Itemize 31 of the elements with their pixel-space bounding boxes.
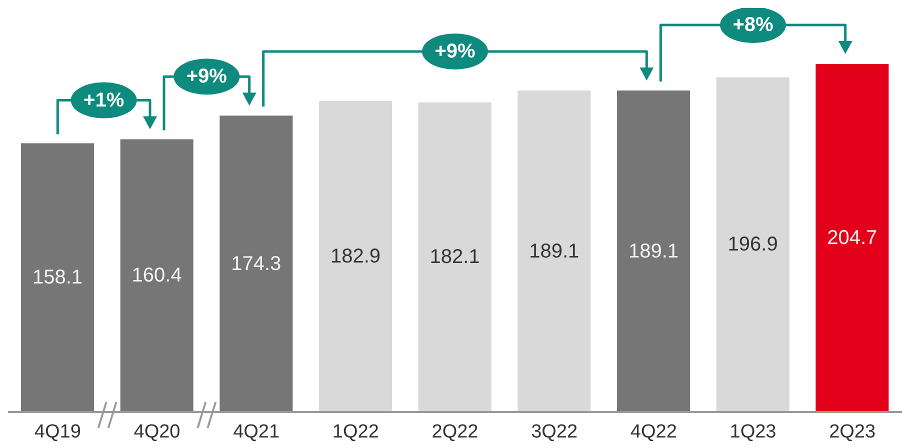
annotation: +1%	[84, 89, 124, 112]
bar	[220, 116, 293, 412]
x-tick-label: 2Q23	[829, 421, 876, 442]
x-tick-label: 1Q23	[730, 421, 776, 442]
data-label: 189.1	[529, 240, 580, 262]
data-label: 182.9	[330, 246, 381, 268]
bar	[617, 90, 690, 412]
x-tick-label: 4Q20	[134, 421, 180, 442]
x-tick-label: 4Q21	[233, 421, 280, 442]
data-label: 160.4	[132, 264, 182, 287]
bar	[418, 102, 492, 412]
x-tick-label: 3Q22	[531, 421, 578, 442]
x-tick-label: 4Q19	[34, 421, 81, 442]
data-label: 174.3	[231, 252, 282, 275]
x-tick-label: 4Q22	[630, 421, 677, 442]
bar	[518, 90, 591, 412]
x-tick-label: 1Q22	[332, 421, 379, 442]
data-label: 196.9	[728, 234, 778, 256]
bar	[816, 64, 889, 412]
data-label: 158.1	[32, 266, 83, 289]
bar	[319, 101, 392, 412]
data-label: 189.1	[628, 240, 679, 262]
bar	[21, 143, 94, 412]
data-label: 182.1	[430, 246, 480, 268]
text: +8%	[732, 14, 774, 36]
text: +9%	[434, 40, 476, 63]
bar	[716, 77, 790, 412]
x-tick-label: 2Q22	[432, 421, 478, 442]
data-label: 204.7	[827, 227, 878, 249]
annotation: +9%	[186, 66, 228, 88]
bar	[120, 139, 194, 412]
